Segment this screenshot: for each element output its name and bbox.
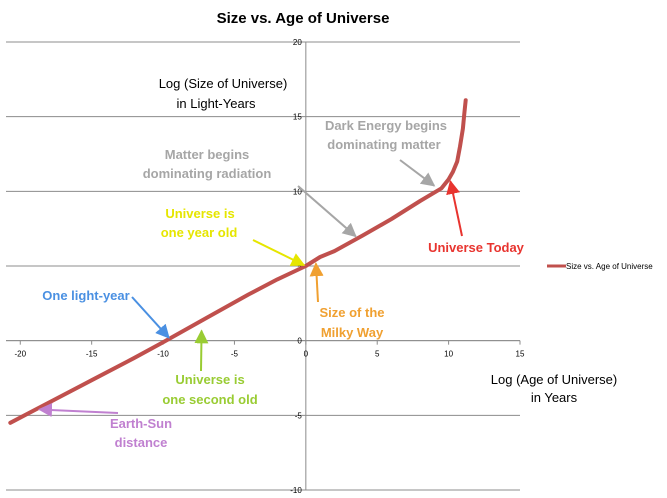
y-axis-title: Log (Size of Universe) in Light-Years	[159, 76, 288, 111]
y-tick-label: 5	[297, 262, 302, 271]
x-tick-label: 5	[375, 350, 380, 359]
x-tick-label: 0	[304, 350, 309, 359]
annotation-dark-energy: Dark Energy begins dominating matter	[325, 118, 447, 152]
y-tick-label: 0	[297, 337, 302, 346]
annotation-arrow-6	[194, 329, 209, 372]
annotation-milky-way-line-1: Size of the	[319, 305, 384, 320]
annotation-one-second: Universe is one second old	[162, 372, 257, 407]
annotation-arrow-5	[131, 296, 170, 339]
annotation-dark-energy-line-1: Dark Energy begins	[325, 118, 447, 133]
gridlines	[6, 41, 520, 491]
y-axis-title-line-2: in Light-Years	[176, 96, 256, 111]
x-tick-label: 10	[444, 350, 453, 359]
x-tick-label: -5	[231, 350, 239, 359]
annotation-light-year-line-1: One light-year	[42, 288, 129, 303]
annotation-arrow-2	[252, 239, 306, 267]
annotation-arrow-7	[38, 403, 119, 418]
chart-title: Size vs. Age of Universe	[217, 10, 390, 27]
annotation-earth-sun-line-1: Earth-Sun	[110, 416, 172, 431]
annotation-one-year-line-2: one year old	[161, 225, 238, 240]
annotation-arrow-0	[399, 159, 436, 187]
annotation-dark-energy-line-2: dominating matter	[327, 137, 440, 152]
x-tick-label: -15	[86, 350, 98, 359]
annotation-arrow-3	[446, 179, 463, 237]
annotation-milky-way-line-2: Milky Way	[321, 325, 384, 340]
x-tick-labels: -20 -15 -10 -5 0 5 10 15	[14, 350, 524, 359]
annotation-arrow-1	[297, 185, 357, 238]
y-tick-labels: -10 -5 0 5 10 15 20	[290, 38, 302, 495]
annotation-light-year: One light-year	[42, 288, 129, 303]
legend: Size vs. Age of Universe	[547, 262, 653, 271]
annotation-arrow-4	[309, 262, 324, 303]
series-layer	[8, 98, 468, 425]
annotation-milky-way: Size of the Milky Way	[319, 305, 384, 340]
x-tick-label: 15	[516, 350, 525, 359]
y-tick-label: -5	[295, 411, 303, 420]
x-axis-title-line-1: Log (Age of Universe)	[491, 372, 617, 387]
annotation-matter: Matter begins dominating radiation	[143, 147, 272, 181]
x-axis-title-line-2: in Years	[531, 390, 578, 405]
legend-label: Size vs. Age of Universe	[566, 262, 653, 271]
annotation-one-second-line-1: Universe is	[175, 372, 244, 387]
y-tick-label: -10	[290, 486, 302, 495]
annotation-earth-sun: Earth-Sun distance	[110, 416, 172, 450]
y-tick-label: 20	[293, 38, 302, 47]
x-axis-title: Log (Age of Universe) in Years	[491, 372, 617, 405]
x-tick-label: -20	[14, 350, 26, 359]
annotation-one-year-line-1: Universe is	[165, 206, 234, 221]
annotation-arrows	[38, 159, 463, 418]
annotation-universe-today: Universe Today	[428, 240, 525, 255]
y-tick-label: 15	[293, 113, 302, 122]
x-tick-label: -10	[157, 350, 169, 359]
annotation-one-second-line-2: one second old	[162, 392, 257, 407]
annotation-matter-line-1: Matter begins	[165, 147, 250, 162]
series-line-0	[8, 98, 468, 425]
annotation-matter-line-2: dominating radiation	[143, 166, 272, 181]
annotation-earth-sun-line-2: distance	[115, 435, 168, 450]
annotation-one-year: Universe is one year old	[161, 206, 238, 240]
annotation-universe-today-line-1: Universe Today	[428, 240, 525, 255]
y-axis-title-line-1: Log (Size of Universe)	[159, 76, 288, 91]
y-tick-label: 10	[293, 187, 302, 196]
